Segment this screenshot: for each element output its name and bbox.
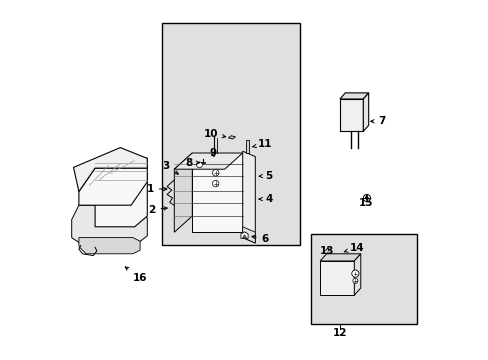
Circle shape xyxy=(351,270,358,277)
Polygon shape xyxy=(363,93,368,131)
Polygon shape xyxy=(228,136,235,139)
Polygon shape xyxy=(241,232,247,238)
Polygon shape xyxy=(192,153,242,232)
Polygon shape xyxy=(339,93,368,99)
Text: 14: 14 xyxy=(344,243,364,253)
Circle shape xyxy=(365,197,367,199)
Text: 10: 10 xyxy=(203,129,225,139)
Polygon shape xyxy=(242,235,246,238)
Text: 9: 9 xyxy=(209,148,216,158)
Polygon shape xyxy=(320,254,360,261)
Text: 16: 16 xyxy=(125,267,147,283)
Bar xyxy=(310,234,416,324)
Circle shape xyxy=(363,194,370,202)
Polygon shape xyxy=(174,153,242,169)
Polygon shape xyxy=(73,148,147,192)
Bar xyxy=(246,140,249,153)
Text: 2: 2 xyxy=(148,204,167,215)
Text: 7: 7 xyxy=(370,116,385,126)
Circle shape xyxy=(196,162,202,168)
Text: 3: 3 xyxy=(163,161,178,174)
Text: 8: 8 xyxy=(184,158,199,168)
Polygon shape xyxy=(72,205,147,248)
Polygon shape xyxy=(95,158,147,227)
Bar xyxy=(162,23,300,245)
Polygon shape xyxy=(242,227,255,243)
Polygon shape xyxy=(79,238,140,254)
Polygon shape xyxy=(79,168,147,205)
Text: 1: 1 xyxy=(146,184,166,194)
Polygon shape xyxy=(242,151,255,243)
Text: 13: 13 xyxy=(319,246,334,256)
Polygon shape xyxy=(339,99,363,131)
Text: 15: 15 xyxy=(358,195,373,208)
Polygon shape xyxy=(354,254,360,295)
Text: 6: 6 xyxy=(251,234,268,244)
Circle shape xyxy=(352,278,357,283)
Circle shape xyxy=(212,180,219,187)
Text: 4: 4 xyxy=(259,194,272,204)
Text: 11: 11 xyxy=(252,139,272,149)
Polygon shape xyxy=(174,153,192,232)
Text: 12: 12 xyxy=(332,328,346,338)
Polygon shape xyxy=(320,261,354,295)
Circle shape xyxy=(212,170,219,176)
Text: 5: 5 xyxy=(259,171,272,181)
